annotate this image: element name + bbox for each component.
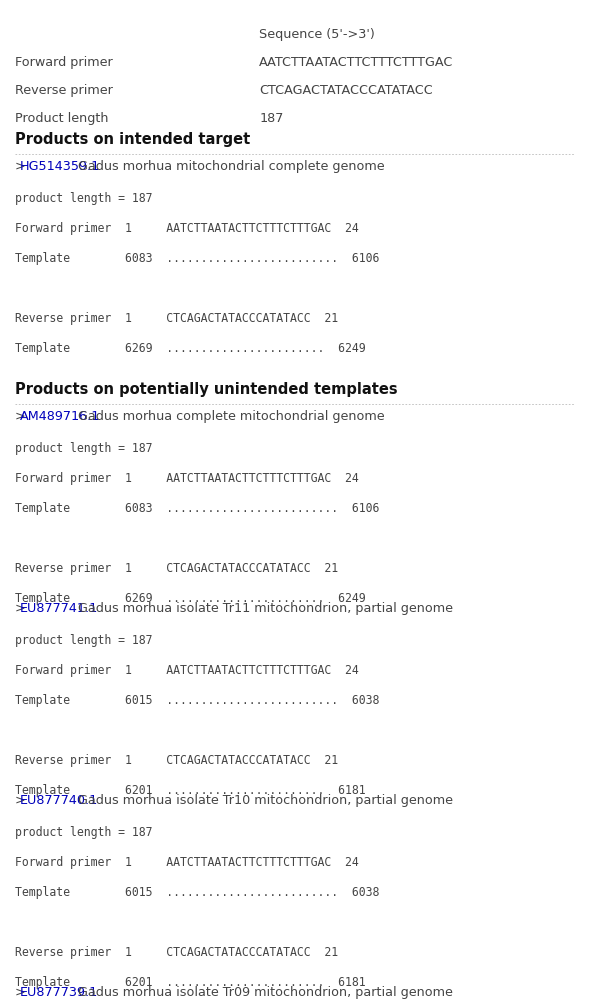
- Text: Reverse primer  1     CTCAGACTATACCCATATACC  21: Reverse primer 1 CTCAGACTATACCCATATACC 2…: [15, 754, 338, 767]
- Text: HG514359.1: HG514359.1: [19, 160, 100, 173]
- Text: >: >: [15, 160, 25, 173]
- Text: Forward primer  1     AATCTTAATACTTCTTTCTTTGAC  24: Forward primer 1 AATCTTAATACTTCTTTCTTTGA…: [15, 664, 359, 677]
- Text: 187: 187: [259, 112, 283, 125]
- Text: Gadus morhua isolate Tr11 mitochondrion, partial genome: Gadus morhua isolate Tr11 mitochondrion,…: [74, 602, 452, 615]
- Text: EU877739.1: EU877739.1: [19, 986, 98, 999]
- Text: CTCAGACTATACCCATATACC: CTCAGACTATACCCATATACC: [259, 84, 433, 97]
- Text: Forward primer  1     AATCTTAATACTTCTTTCTTTGAC  24: Forward primer 1 AATCTTAATACTTCTTTCTTTGA…: [15, 856, 359, 869]
- Text: Template        6269  .......................  6249: Template 6269 ....................... 62…: [15, 342, 365, 355]
- Text: >: >: [15, 410, 25, 423]
- Text: Products on intended target: Products on intended target: [15, 132, 250, 147]
- Text: >: >: [15, 794, 25, 807]
- Text: Forward primer  1     AATCTTAATACTTCTTTCTTTGAC  24: Forward primer 1 AATCTTAATACTTCTTTCTTTGA…: [15, 222, 359, 235]
- Text: Gadus morhua mitochondrial complete genome: Gadus morhua mitochondrial complete geno…: [74, 160, 384, 173]
- Text: product length = 187: product length = 187: [15, 442, 152, 455]
- Text: EU877740.1: EU877740.1: [19, 794, 98, 807]
- Text: Template        6083  .........................  6106: Template 6083 ......................... …: [15, 252, 379, 265]
- Text: Sequence (5'->3'): Sequence (5'->3'): [259, 28, 375, 41]
- Text: Template        6015  .........................  6038: Template 6015 ......................... …: [15, 694, 379, 707]
- Text: Forward primer: Forward primer: [15, 56, 112, 69]
- Text: >: >: [15, 602, 25, 615]
- Text: Template        6015  .........................  6038: Template 6015 ......................... …: [15, 886, 379, 899]
- Text: >: >: [15, 986, 25, 999]
- Text: Template        6201  .......................  6181: Template 6201 ....................... 61…: [15, 976, 365, 989]
- Text: Template        6269  .......................  6249: Template 6269 ....................... 62…: [15, 592, 365, 605]
- Text: Template        6083  .........................  6106: Template 6083 ......................... …: [15, 502, 379, 515]
- Text: product length = 187: product length = 187: [15, 634, 152, 647]
- Text: Forward primer  1     AATCTTAATACTTCTTTCTTTGAC  24: Forward primer 1 AATCTTAATACTTCTTTCTTTGA…: [15, 472, 359, 485]
- Text: Gadus morhua isolate Tr10 mitochondrion, partial genome: Gadus morhua isolate Tr10 mitochondrion,…: [74, 794, 452, 807]
- Text: Reverse primer: Reverse primer: [15, 84, 112, 97]
- Text: Reverse primer  1     CTCAGACTATACCCATATACC  21: Reverse primer 1 CTCAGACTATACCCATATACC 2…: [15, 946, 338, 959]
- Text: product length = 187: product length = 187: [15, 826, 152, 839]
- Text: Product length: Product length: [15, 112, 108, 125]
- Text: Gadus morhua isolate Tr09 mitochondrion, partial genome: Gadus morhua isolate Tr09 mitochondrion,…: [74, 986, 452, 999]
- Text: Products on potentially unintended templates: Products on potentially unintended templ…: [15, 382, 398, 397]
- Text: AATCTTAATACTTCTTTCTTTGAC: AATCTTAATACTTCTTTCTTTGAC: [259, 56, 454, 69]
- Text: product length = 187: product length = 187: [15, 192, 152, 205]
- Text: Reverse primer  1     CTCAGACTATACCCATATACC  21: Reverse primer 1 CTCAGACTATACCCATATACC 2…: [15, 562, 338, 575]
- Text: Template        6201  .......................  6181: Template 6201 ....................... 61…: [15, 784, 365, 797]
- Text: Reverse primer  1     CTCAGACTATACCCATATACC  21: Reverse primer 1 CTCAGACTATACCCATATACC 2…: [15, 312, 338, 325]
- Text: Gadus morhua complete mitochondrial genome: Gadus morhua complete mitochondrial geno…: [74, 410, 384, 423]
- Text: AM489716.1: AM489716.1: [19, 410, 100, 423]
- Text: EU877741.1: EU877741.1: [19, 602, 98, 615]
